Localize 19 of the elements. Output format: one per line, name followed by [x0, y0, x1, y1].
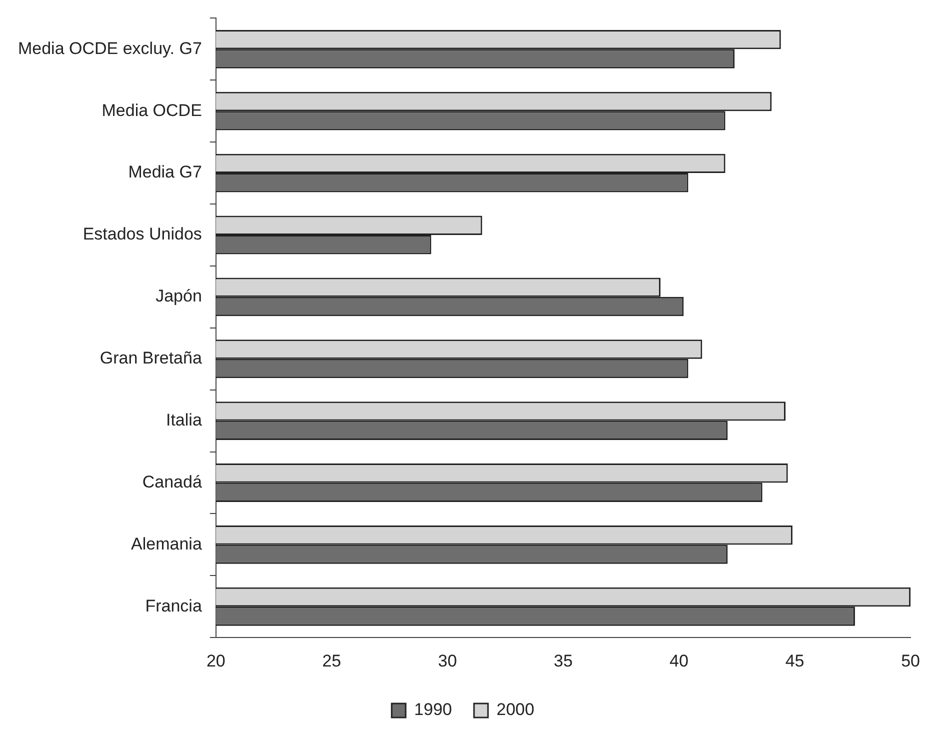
y-tick-label: Media OCDE [102, 100, 202, 120]
x-tick-label: 50 [901, 651, 920, 670]
y-tick-label: Canadá [142, 472, 202, 492]
y-tick-label: Italia [166, 410, 202, 430]
x-tick-label: 20 [206, 651, 226, 670]
y-tick-label: Francia [145, 596, 202, 616]
legend-label: 1990 [414, 700, 452, 720]
x-tick-label: 35 [554, 651, 573, 670]
x-tick-label: 40 [670, 651, 688, 670]
y-tick-label: Alemania [131, 534, 202, 554]
y-tick-label: Media G7 [128, 162, 202, 182]
y-tick-label: Media OCDE excluy. G7 [18, 38, 202, 58]
legend-label: 2000 [496, 700, 534, 720]
x-tick-label: 30 [438, 651, 457, 670]
x-tick-label: 45 [785, 651, 804, 670]
y-tick-label: Estados Unidos [82, 224, 202, 244]
y-tick-label: Japón [156, 286, 202, 306]
y-tick-label: Gran Bretaña [100, 348, 202, 368]
x-tick-label: 25 [322, 651, 342, 670]
